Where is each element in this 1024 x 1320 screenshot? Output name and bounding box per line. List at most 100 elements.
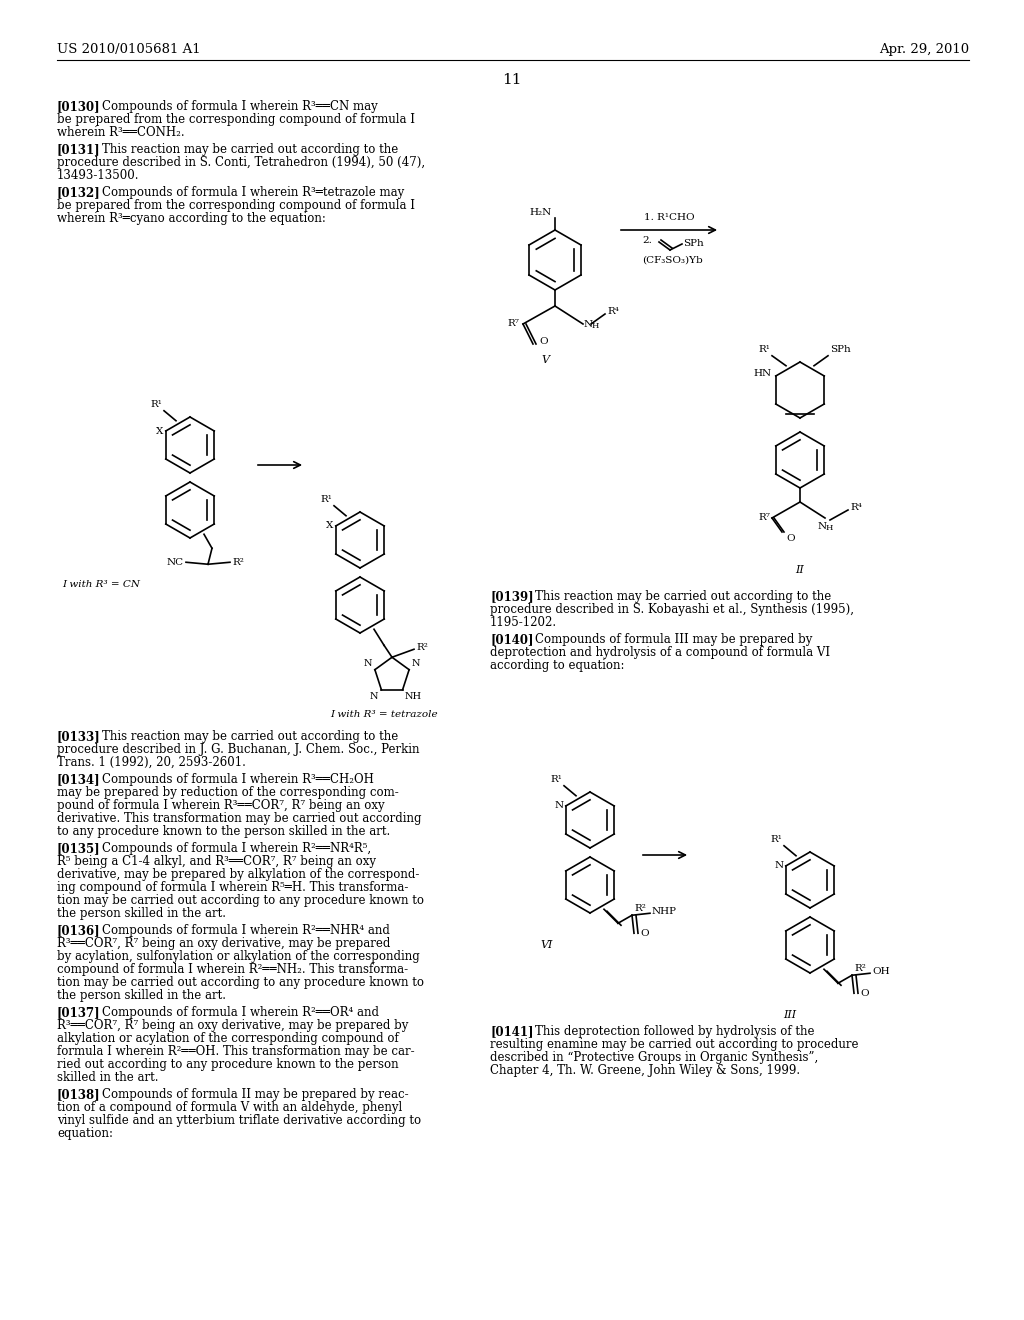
Text: by acylation, sulfonylation or alkylation of the corresponding: by acylation, sulfonylation or alkylatio… <box>57 950 420 964</box>
Text: Compounds of formula I wherein R³══CN may: Compounds of formula I wherein R³══CN ma… <box>102 100 378 114</box>
Text: H: H <box>826 524 834 532</box>
Text: R⁷: R⁷ <box>758 513 770 523</box>
Text: X: X <box>157 426 164 436</box>
Text: SPh: SPh <box>683 239 703 248</box>
Text: wherein R³══CONH₂.: wherein R³══CONH₂. <box>57 125 184 139</box>
Text: Compounds of formula I wherein R²══NR⁴R⁵,: Compounds of formula I wherein R²══NR⁴R⁵… <box>102 842 371 855</box>
Text: Chapter 4, Th. W. Greene, John Wiley & Sons, 1999.: Chapter 4, Th. W. Greene, John Wiley & S… <box>490 1064 800 1077</box>
Text: Compounds of formula I wherein R²══NHR⁴ and: Compounds of formula I wherein R²══NHR⁴ … <box>102 924 390 937</box>
Text: alkylation or acylation of the corresponding compound of: alkylation or acylation of the correspon… <box>57 1032 398 1045</box>
Text: R¹: R¹ <box>321 495 332 504</box>
Text: [0138]: [0138] <box>57 1088 100 1101</box>
Text: to any procedure known to the person skilled in the art.: to any procedure known to the person ski… <box>57 825 390 838</box>
Text: [0139]: [0139] <box>490 590 534 603</box>
Text: 13493-13500.: 13493-13500. <box>57 169 139 182</box>
Text: R²: R² <box>416 643 428 652</box>
Text: wherein R³═cyano according to the equation:: wherein R³═cyano according to the equati… <box>57 213 326 224</box>
Text: Compounds of formula I wherein R²══OR⁴ and: Compounds of formula I wherein R²══OR⁴ a… <box>102 1006 379 1019</box>
Text: VI: VI <box>540 940 552 950</box>
Text: formula I wherein R²══OH. This transformation may be car-: formula I wherein R²══OH. This transform… <box>57 1045 415 1059</box>
Text: R¹: R¹ <box>151 400 162 409</box>
Text: Compounds of formula I wherein R³═tetrazole may: Compounds of formula I wherein R³═tetraz… <box>102 186 404 199</box>
Text: 2.: 2. <box>642 236 652 246</box>
Text: procedure described in J. G. Buchanan, J. Chem. Soc., Perkin: procedure described in J. G. Buchanan, J… <box>57 743 420 756</box>
Text: procedure described in S. Conti, Tetrahedron (1994), 50 (47),: procedure described in S. Conti, Tetrahe… <box>57 156 425 169</box>
Text: [0137]: [0137] <box>57 1006 100 1019</box>
Text: 11: 11 <box>502 73 522 87</box>
Text: H₂N: H₂N <box>529 209 552 216</box>
Text: deprotection and hydrolysis of a compound of formula VI: deprotection and hydrolysis of a compoun… <box>490 645 830 659</box>
Text: III: III <box>783 1010 797 1020</box>
Text: resulting enamine may be carried out according to procedure: resulting enamine may be carried out acc… <box>490 1038 858 1051</box>
Text: R¹: R¹ <box>550 775 562 784</box>
Text: [0130]: [0130] <box>57 100 100 114</box>
Text: I with R³ = CN: I with R³ = CN <box>62 579 140 589</box>
Text: tion may be carried out according to any procedure known to: tion may be carried out according to any… <box>57 894 424 907</box>
Text: 1195-1202.: 1195-1202. <box>490 616 557 630</box>
Text: This reaction may be carried out according to the: This reaction may be carried out accordi… <box>102 730 398 743</box>
Text: Apr. 29, 2010: Apr. 29, 2010 <box>879 44 969 55</box>
Text: vinyl sulfide and an ytterbium triflate derivative according to: vinyl sulfide and an ytterbium triflate … <box>57 1114 421 1127</box>
Text: R¹: R¹ <box>758 345 770 354</box>
Text: R⁴: R⁴ <box>850 503 862 512</box>
Text: Compounds of formula III may be prepared by: Compounds of formula III may be prepared… <box>535 634 812 645</box>
Text: tion of a compound of formula V with an aldehyde, phenyl: tion of a compound of formula V with an … <box>57 1101 402 1114</box>
Text: pound of formula I wherein R³══COR⁷, R⁷ being an oxy: pound of formula I wherein R³══COR⁷, R⁷ … <box>57 799 385 812</box>
Text: [0141]: [0141] <box>490 1026 534 1038</box>
Text: Compounds of formula I wherein R³══CH₂OH: Compounds of formula I wherein R³══CH₂OH <box>102 774 374 785</box>
Text: 1. R¹CHO: 1. R¹CHO <box>644 213 694 222</box>
Text: compound of formula I wherein R²══NH₂. This transforma-: compound of formula I wherein R²══NH₂. T… <box>57 964 409 975</box>
Text: the person skilled in the art.: the person skilled in the art. <box>57 907 226 920</box>
Text: OH: OH <box>872 966 890 975</box>
Text: N: N <box>364 659 372 668</box>
Text: This deprotection followed by hydrolysis of the: This deprotection followed by hydrolysis… <box>535 1026 814 1038</box>
Text: (CF₃SO₃)Yb: (CF₃SO₃)Yb <box>642 256 702 265</box>
Text: N: N <box>411 659 420 668</box>
Text: N: N <box>584 319 593 329</box>
Text: R³══COR⁷, R⁷ being an oxy derivative, may be prepared: R³══COR⁷, R⁷ being an oxy derivative, ma… <box>57 937 390 950</box>
Text: H: H <box>592 322 599 330</box>
Text: R¹: R¹ <box>770 834 782 843</box>
Text: X: X <box>327 521 334 531</box>
Text: R²: R² <box>854 964 866 973</box>
Text: [0132]: [0132] <box>57 186 100 199</box>
Text: This reaction may be carried out according to the: This reaction may be carried out accordi… <box>102 143 398 156</box>
Text: N: N <box>774 862 783 870</box>
Text: [0140]: [0140] <box>490 634 534 645</box>
Text: derivative, may be prepared by alkylation of the correspond-: derivative, may be prepared by alkylatio… <box>57 869 420 880</box>
Text: described in “Protective Groups in Organic Synthesis”,: described in “Protective Groups in Organ… <box>490 1051 818 1064</box>
Text: NC: NC <box>167 558 184 566</box>
Text: HN: HN <box>754 370 772 379</box>
Text: US 2010/0105681 A1: US 2010/0105681 A1 <box>57 44 201 55</box>
Text: procedure described in S. Kobayashi et al., Synthesis (1995),: procedure described in S. Kobayashi et a… <box>490 603 854 616</box>
Text: SPh: SPh <box>830 345 851 354</box>
Text: O: O <box>640 929 648 937</box>
Text: [0131]: [0131] <box>57 143 100 156</box>
Text: [0134]: [0134] <box>57 774 100 785</box>
Text: O: O <box>539 338 548 346</box>
Text: ried out according to any procedure known to the person: ried out according to any procedure know… <box>57 1059 398 1071</box>
Text: N: N <box>370 692 379 701</box>
Text: V: V <box>541 355 549 366</box>
Text: O: O <box>786 535 795 543</box>
Text: N: N <box>555 801 564 810</box>
Text: tion may be carried out according to any procedure known to: tion may be carried out according to any… <box>57 975 424 989</box>
Text: according to equation:: according to equation: <box>490 659 625 672</box>
Text: the person skilled in the art.: the person skilled in the art. <box>57 989 226 1002</box>
Text: R⁷: R⁷ <box>507 319 519 329</box>
Text: NH: NH <box>404 692 422 701</box>
Text: II: II <box>796 565 805 576</box>
Text: Trans. 1 (1992), 20, 2593-2601.: Trans. 1 (1992), 20, 2593-2601. <box>57 756 246 770</box>
Text: Compounds of formula II may be prepared by reac-: Compounds of formula II may be prepared … <box>102 1088 409 1101</box>
Text: be prepared from the corresponding compound of formula I: be prepared from the corresponding compo… <box>57 114 415 125</box>
Text: I with R³ = tetrazole: I with R³ = tetrazole <box>330 710 437 719</box>
Text: R⁴: R⁴ <box>607 308 618 317</box>
Text: This reaction may be carried out according to the: This reaction may be carried out accordi… <box>535 590 831 603</box>
Text: ing compound of formula I wherein R⁵═H. This transforma-: ing compound of formula I wherein R⁵═H. … <box>57 880 409 894</box>
Text: R²: R² <box>232 558 244 566</box>
Text: skilled in the art.: skilled in the art. <box>57 1071 159 1084</box>
Text: be prepared from the corresponding compound of formula I: be prepared from the corresponding compo… <box>57 199 415 213</box>
Text: R²: R² <box>634 904 646 913</box>
Text: R³══COR⁷, R⁷ being an oxy derivative, may be prepared by: R³══COR⁷, R⁷ being an oxy derivative, ma… <box>57 1019 409 1032</box>
Text: equation:: equation: <box>57 1127 113 1140</box>
